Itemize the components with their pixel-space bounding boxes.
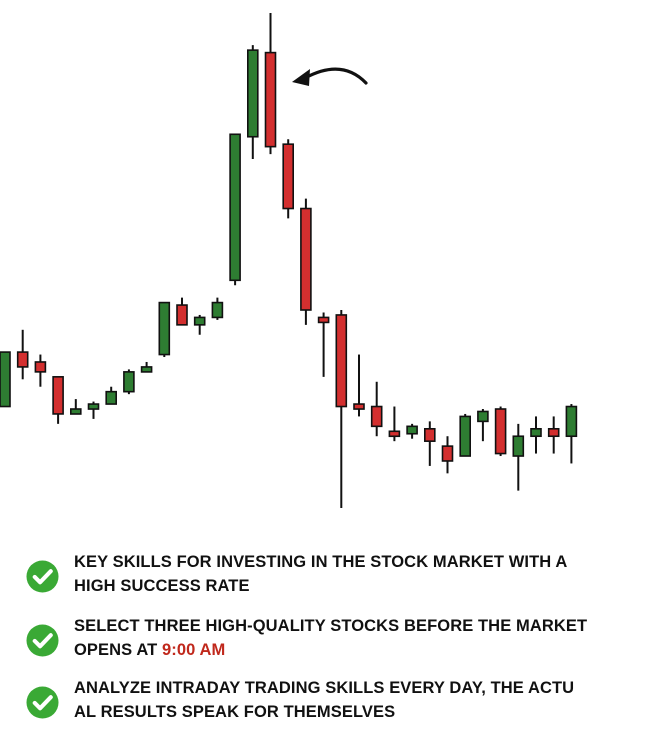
candle-body-bearish <box>16 351 29 368</box>
feature-text: KEY SKILLS FOR INVESTING IN THE STOCK MA… <box>74 550 636 598</box>
feature-item: ANALYZE INTRADAY TRADING SKILLS EVERY DA… <box>0 674 648 724</box>
feature-text-line-1: KEY SKILLS FOR INVESTING IN THE STOCK MA… <box>74 553 568 571</box>
check-circle-icon <box>26 624 59 657</box>
feature-text-line-1: SELECT THREE HIGH-QUALITY STOCKS BEFORE … <box>74 617 588 635</box>
candle-body-bearish <box>34 361 47 373</box>
check-circle-icon <box>26 686 59 719</box>
candle-body-bullish <box>530 427 542 438</box>
candle-body-bullish <box>512 435 525 457</box>
candle-body-bullish <box>70 408 82 415</box>
candle-body-bullish <box>247 49 259 138</box>
annotation-arrow <box>292 67 368 86</box>
feature-text-line-1: ANALYZE INTRADAY TRADING SKILLS EVERY DA… <box>74 679 575 697</box>
feature-text-line-2-prefix: OPENS AT <box>74 641 162 659</box>
candle-body-bearish <box>176 304 188 326</box>
candle-body-bullish <box>459 415 472 457</box>
candle-body-bearish <box>52 376 64 415</box>
feature-text-line-2: HIGH SUCCESS RATE <box>74 577 250 595</box>
candle-body-bullish <box>193 316 206 326</box>
candle-body-bearish <box>494 408 507 455</box>
feature-text: SELECT THREE HIGH-QUALITY STOCKS BEFORE … <box>74 614 636 662</box>
candle-body-bullish <box>211 301 224 319</box>
candlestick-chart <box>0 13 578 508</box>
arrow-head-icon <box>292 69 310 86</box>
candle-body-bullish <box>87 403 100 410</box>
candle-body-bullish <box>229 133 241 282</box>
candle-body-bearish <box>282 143 295 210</box>
feature-item: SELECT THREE HIGH-QUALITY STOCKS BEFORE … <box>0 612 648 662</box>
market-open-time: 9:00 AM <box>162 641 226 659</box>
candle-body-bullish <box>105 390 117 405</box>
candle-body-bearish <box>370 405 383 428</box>
feature-text-line-2: AL RESULTS SPEAK FOR THEMSELVES <box>74 703 396 721</box>
candle-body-bullish <box>565 405 578 438</box>
candle-body-bullish <box>406 425 418 435</box>
feature-item: KEY SKILLS FOR INVESTING IN THE STOCK MA… <box>0 548 648 598</box>
feature-text: ANALYZE INTRADAY TRADING SKILLS EVERY DA… <box>74 676 636 724</box>
candle-body-bearish <box>423 427 436 442</box>
candle-body-bullish <box>140 366 153 373</box>
candle-body-bearish <box>547 427 560 438</box>
candle-body-bullish <box>0 351 11 408</box>
candle-body-bullish <box>158 301 171 356</box>
candle-body-bearish <box>388 430 401 438</box>
arrow-shaft <box>303 67 368 85</box>
candle-body-bearish <box>335 314 348 408</box>
check-circle-icon <box>26 560 59 593</box>
chart-canvas <box>0 13 578 508</box>
candles-group <box>0 13 578 508</box>
candle-body-bearish <box>300 207 312 311</box>
candle-body-bearish <box>441 445 454 462</box>
candle-body-bullish <box>477 410 489 423</box>
candle-body-bearish <box>317 316 330 324</box>
candle-body-bearish <box>353 403 365 410</box>
candle-body-bearish <box>264 51 277 148</box>
candle-body-bullish <box>123 371 135 393</box>
